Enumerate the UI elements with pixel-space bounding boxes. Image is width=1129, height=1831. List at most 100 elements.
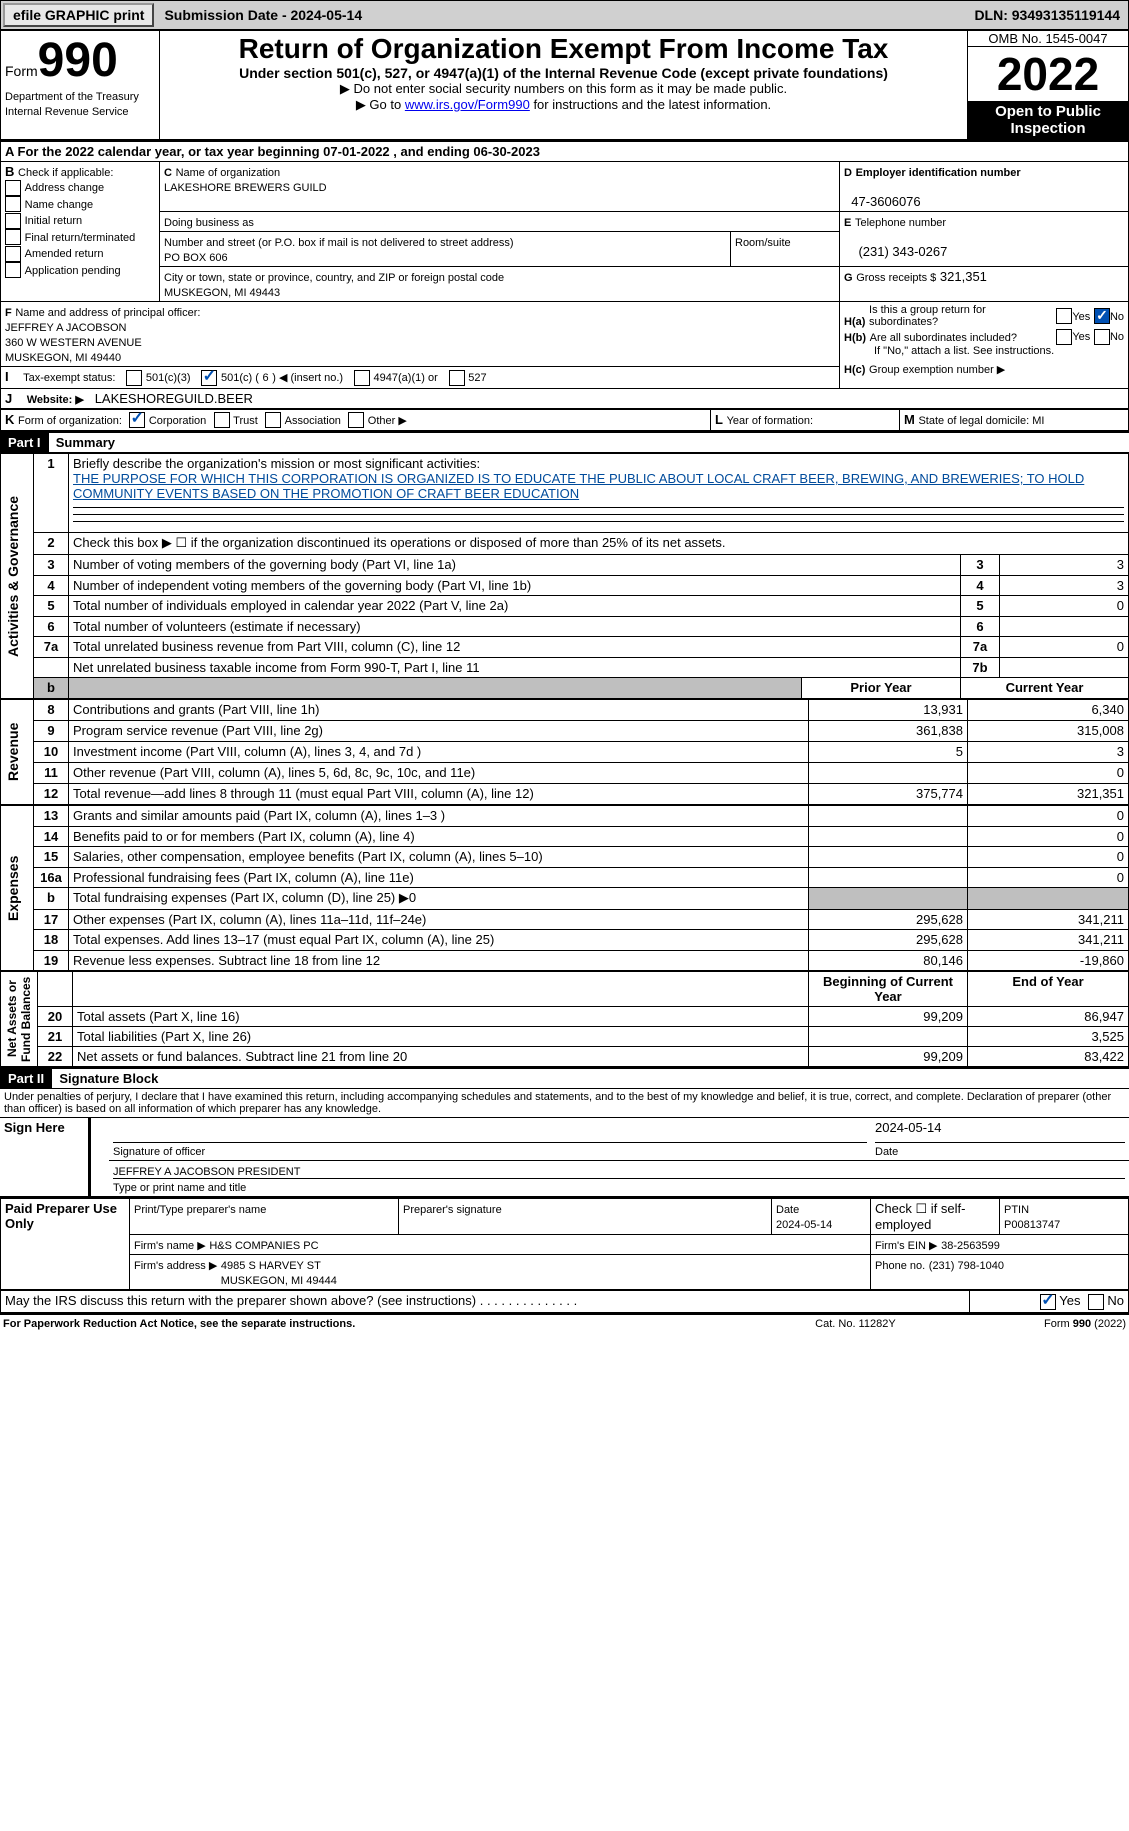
row-7b: Net unrelated business taxable income fr… <box>1 657 1129 678</box>
discuss-q: May the IRS discuss this return with the… <box>5 1293 476 1308</box>
phone: (231) 343-0267 <box>858 244 947 259</box>
open-to-public: Open to Public Inspection <box>968 101 1128 139</box>
netassets-table: Net Assets or Fund Balances Beginning of… <box>0 971 1129 1067</box>
name-title-lbl: Type or print name and title <box>113 1182 246 1194</box>
b-label: Check if applicable: <box>18 167 113 179</box>
hb-note: If "No," attach a list. See instructions… <box>844 345 1124 357</box>
gross-receipts: 321,351 <box>940 269 987 284</box>
l2: Check this box ▶ ☐ if the organization d… <box>69 533 1129 555</box>
hb-no[interactable] <box>1094 329 1110 345</box>
room-lbl: Room/suite <box>735 237 791 249</box>
row-3: 3Number of voting members of the governi… <box>1 554 1129 575</box>
discuss-no[interactable] <box>1088 1294 1104 1310</box>
hb-lbl: Are all subordinates included? <box>870 332 1040 344</box>
cb-527[interactable] <box>449 370 465 386</box>
paid-preparer-table: Paid Preparer Use Only Print/Type prepar… <box>0 1198 1129 1290</box>
sig-officer-lbl: Signature of officer <box>113 1146 205 1158</box>
part-i-table: Activities & Governance 1 Briefly descri… <box>0 453 1129 699</box>
org-name: LAKESHORE BREWERS GUILD <box>164 182 327 194</box>
cb-other[interactable] <box>348 412 364 428</box>
ha-yes[interactable] <box>1056 308 1072 324</box>
irs-link[interactable]: www.irs.gov/Form990 <box>405 97 530 112</box>
sig-date: 2024-05-14 <box>875 1120 1125 1143</box>
cb-name-change[interactable] <box>5 196 21 212</box>
firm-ein: 38-2563599 <box>941 1240 1000 1252</box>
row-7a: 7aTotal unrelated business revenue from … <box>1 637 1129 658</box>
header-bar: efile GRAPHIC print Submission Date - 20… <box>0 0 1129 30</box>
cb-amended[interactable] <box>5 246 21 262</box>
discuss-row: May the IRS discuss this return with the… <box>0 1290 1129 1313</box>
i-lbl: Tax-exempt status: <box>23 372 115 384</box>
submission-date: Submission Date - 2024-05-14 <box>154 5 372 25</box>
hc-lbl: Group exemption number ▶ <box>869 364 1005 376</box>
officer-city: MUSKEGON, MI 49440 <box>5 352 121 364</box>
cb-4947[interactable] <box>354 370 370 386</box>
g-gross-lbl: Gross receipts $ <box>856 272 936 284</box>
prep-name-lbl: Print/Type preparer's name <box>134 1204 266 1216</box>
cb-trust[interactable] <box>214 412 230 428</box>
omb: OMB No. 1545-0047 <box>968 31 1128 47</box>
row-4: 4Number of independent voting members of… <box>1 575 1129 596</box>
l1-lbl: Briefly describe the organization's miss… <box>73 456 480 471</box>
k-l-m: K Form of organization: Corporation Trus… <box>0 409 1129 432</box>
footer: For Paperwork Reduction Act Notice, see … <box>0 1313 1129 1333</box>
row-hdr-pypc: bPrior YearCurrent Year <box>1 678 1129 699</box>
officer-name-title: JEFFREY A JACOBSON PRESIDENT <box>113 1166 300 1178</box>
addr-lbl: Number and street (or P.O. box if mail i… <box>164 237 514 249</box>
cb-final[interactable] <box>5 229 21 245</box>
cb-assoc[interactable] <box>265 412 281 428</box>
officer-name: JEFFREY A JACOBSON <box>5 322 126 334</box>
k-lbl: Form of organization: <box>18 415 122 427</box>
officer-addr: 360 W WESTERN AVENUE <box>5 337 142 349</box>
addr: PO BOX 606 <box>164 252 228 264</box>
firm-city: MUSKEGON, MI 49444 <box>221 1275 337 1287</box>
form-label: Form990 <box>5 63 118 79</box>
l-lbl: Year of formation: <box>727 415 813 427</box>
form-subtitle: Under section 501(c), 527, or 4947(a)(1)… <box>164 65 963 81</box>
d-ein-lbl: Employer identification number <box>856 167 1021 179</box>
efile-print-button[interactable]: efile GRAPHIC print <box>3 3 154 27</box>
ha-lbl: Is this a group return for subordinates? <box>869 304 1039 328</box>
c-name-lbl: Name of organization <box>176 167 281 179</box>
entity-table: A For the 2022 calendar year, or tax yea… <box>0 141 1129 409</box>
declaration: Under penalties of perjury, I declare th… <box>0 1089 1129 1118</box>
sidebar-exp: Expenses <box>5 808 21 968</box>
f-lbl: Name and address of principal officer: <box>15 307 200 319</box>
ha-no[interactable] <box>1094 308 1110 324</box>
form-footer: Form 990 (2022) <box>946 1317 1127 1331</box>
row-6: 6Total number of volunteers (estimate if… <box>1 616 1129 637</box>
sign-here-label: Sign Here <box>0 1118 90 1197</box>
dba-lbl: Doing business as <box>164 217 254 229</box>
tax-year: 2022 <box>968 47 1128 101</box>
j-lbl: Website: ▶ <box>27 394 84 406</box>
hb-yes[interactable] <box>1056 329 1072 345</box>
m-lbl: State of legal domicile: MI <box>918 415 1044 427</box>
cb-corp[interactable] <box>129 412 145 428</box>
form-title: Return of Organization Exempt From Incom… <box>164 33 963 65</box>
dln: DLN: 93493135119144 <box>974 7 1126 23</box>
ptin: P00813747 <box>1004 1219 1060 1231</box>
firm-phone: (231) 798-1040 <box>929 1260 1004 1272</box>
cb-501c[interactable] <box>201 370 217 386</box>
cb-501c3[interactable] <box>126 370 142 386</box>
cb-initial[interactable] <box>5 213 21 229</box>
sidebar-ag: Activities & Governance <box>5 456 21 696</box>
pra-notice: For Paperwork Reduction Act Notice, see … <box>2 1317 765 1331</box>
revenue-table: Revenue 8Contributions and grants (Part … <box>0 699 1129 805</box>
l1-val: THE PURPOSE FOR WHICH THIS CORPORATION I… <box>73 471 1084 501</box>
sidebar-net: Net Assets or Fund Balances <box>5 974 33 1064</box>
cb-address-change[interactable] <box>5 180 21 196</box>
ssn-warning: ▶ Do not enter social security numbers o… <box>164 81 963 97</box>
sidebar-rev: Revenue <box>5 702 21 802</box>
paid-preparer-label: Paid Preparer Use Only <box>1 1199 130 1290</box>
city-lbl: City or town, state or province, country… <box>164 272 504 284</box>
sign-here-table: Sign Here Signature of officer 2024-05-1… <box>0 1118 1129 1198</box>
goto-link-line: ▶ Go to www.irs.gov/Form990 for instruct… <box>164 97 963 113</box>
cb-app-pending[interactable] <box>5 262 21 278</box>
city: MUSKEGON, MI 49443 <box>164 287 280 299</box>
self-emp-check[interactable]: Check ☐ if self-employed <box>871 1199 1000 1235</box>
row-5: 5Total number of individuals employed in… <box>1 596 1129 617</box>
firm-name: H&S COMPANIES PC <box>209 1240 318 1252</box>
e-phone-lbl: Telephone number <box>855 217 946 229</box>
discuss-yes[interactable] <box>1040 1294 1056 1310</box>
